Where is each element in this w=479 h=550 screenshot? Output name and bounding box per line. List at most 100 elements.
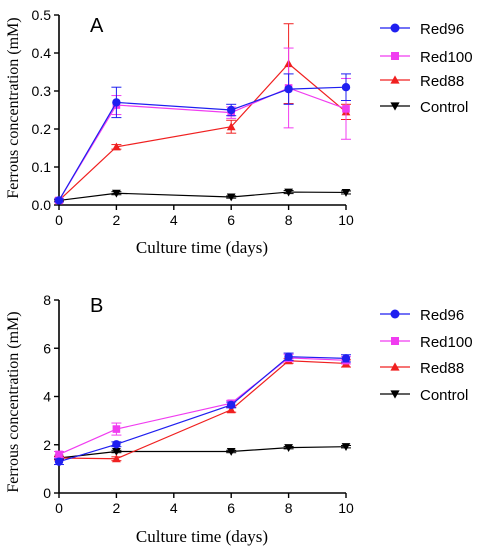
panel-a-control-point xyxy=(226,193,236,202)
panel-b-red88-point xyxy=(112,454,121,463)
legend-control-marker xyxy=(390,102,400,111)
panel-b-x-axis-label: Culture time (days) xyxy=(136,527,268,546)
panel-b-y-tick-label: 4 xyxy=(43,389,51,405)
legend-item-red88: Red88 xyxy=(380,360,464,377)
panel-a-x-tick-label: 2 xyxy=(113,212,121,228)
legend-control-symbol xyxy=(380,102,410,111)
legend-item-red100: Red100 xyxy=(380,49,473,66)
panel-a-y-axis-label: Ferrous concentration (mM) xyxy=(5,17,22,198)
legend-red96-marker xyxy=(390,309,400,319)
panel-a-red96-line xyxy=(58,86,347,201)
panel-a-red88-point xyxy=(226,122,236,131)
panel-b-control-point xyxy=(226,448,236,456)
legend-red96-symbol xyxy=(380,23,410,33)
legend-red88-symbol xyxy=(380,362,410,371)
panel-b-red100-point xyxy=(112,425,121,433)
legend-red88-symbol xyxy=(380,75,410,84)
panel-a-series xyxy=(54,23,351,205)
panel-a-red100-line xyxy=(58,87,347,201)
panel-a-control-point xyxy=(341,188,351,197)
panel-a-series-red96 xyxy=(54,73,351,205)
panel-b-red96-point xyxy=(112,440,121,449)
panel-b-x-tick-label: 0 xyxy=(55,500,63,516)
panel-b-y-tick-label: 6 xyxy=(43,340,51,356)
panel-a-x-tick-label: 4 xyxy=(170,212,178,228)
legend-control-symbol xyxy=(380,390,410,399)
panel-b-red96-point xyxy=(284,352,293,361)
panel-b-control-point xyxy=(284,444,293,453)
panel-b-legend: Red96 Red100 Red88 Control xyxy=(380,307,473,404)
panel-a-y-tick-label: 0.0 xyxy=(32,197,52,213)
legend-red96-label: Red96 xyxy=(420,307,464,324)
panel-b-series-control xyxy=(54,443,351,463)
panel-a-red88-line xyxy=(58,62,347,201)
panel-b-red88-point xyxy=(226,405,236,414)
panel-a-x-tick-label: 6 xyxy=(227,212,235,228)
legend-red100-marker xyxy=(391,337,399,345)
panel-a-control-point xyxy=(112,189,121,198)
panel-b-x-tick-label: 10 xyxy=(338,500,354,516)
panel-a-series-red88 xyxy=(54,23,351,204)
panel-b-series-red96 xyxy=(54,352,351,466)
panel-a-red96-point xyxy=(284,84,293,94)
panel-b-control-point xyxy=(112,448,121,456)
panel-a-y-tick-label: 0.2 xyxy=(32,121,52,137)
panel-b-x-tick-label: 6 xyxy=(227,500,235,516)
legend-red96-symbol xyxy=(380,309,410,319)
panel-b-x-tick-label: 8 xyxy=(285,500,293,516)
panel-a-label: A xyxy=(90,15,104,37)
panel-b-series-red100 xyxy=(54,353,351,459)
panel-a-x-tick-label: 8 xyxy=(285,212,293,228)
panel-b-series xyxy=(54,352,351,466)
panel-b-y-tick-label: 2 xyxy=(43,437,51,453)
legend-red88-marker xyxy=(390,362,400,371)
panel-a-series-red100 xyxy=(54,47,351,205)
panel-b-red100-point xyxy=(55,450,63,459)
legend-item-red100: Red100 xyxy=(380,334,473,351)
legend-item-control: Control xyxy=(380,387,468,404)
panel-a-ticks: 0 2 4 6 8 10 0.0 0.1 0.2 0.3 0.4 0.5 xyxy=(32,7,354,228)
legend-item-red96: Red96 xyxy=(380,21,464,38)
legend-control-label: Control xyxy=(420,387,468,404)
panel-a-red96-point xyxy=(227,105,236,115)
legend-item-control: Control xyxy=(380,99,468,116)
panel-a-red100-point xyxy=(342,105,350,113)
panel-b-red96-point xyxy=(54,457,64,466)
panel-a-x-axis-label: Culture time (days) xyxy=(136,238,268,257)
panel-a-x-tick-label: 10 xyxy=(338,212,354,228)
panel-b-chart: B 0 2 4 6 8 10 0 2 4 6 8 Culture time (days) Ferro… xyxy=(5,292,473,546)
legend-red100-symbol xyxy=(380,52,410,60)
panel-b-red100-line xyxy=(58,357,347,455)
panel-a-y-tick-label: 0.1 xyxy=(32,159,52,175)
legend-red88-label: Red88 xyxy=(420,73,464,90)
panel-a-red96-point xyxy=(112,98,121,107)
panel-b-y-axis-label: Ferrous concentration (mM) xyxy=(5,311,22,492)
panel-b-y-tick-label: 0 xyxy=(43,485,51,501)
legend-control-marker xyxy=(390,390,400,399)
panel-a-y-tick-label: 0.4 xyxy=(32,45,52,61)
legend-red100-symbol xyxy=(380,337,410,345)
panel-b-y-tick-label: 8 xyxy=(43,292,51,308)
panel-a-legend: Red96 Red100 Red88 Control xyxy=(380,21,473,116)
panel-a-control-line xyxy=(58,191,347,202)
legend-item-red88: Red88 xyxy=(380,73,464,90)
panel-b-red96-point xyxy=(227,400,236,410)
legend-control-label: Control xyxy=(420,99,468,116)
legend-red88-marker xyxy=(390,75,400,84)
legend-item-red96: Red96 xyxy=(380,307,464,324)
panel-b-axes xyxy=(58,300,346,494)
panel-a-series-control xyxy=(54,188,351,205)
legend-red88-label: Red88 xyxy=(420,360,464,377)
panel-b-label: B xyxy=(90,295,103,317)
legend-red100-label: Red100 xyxy=(420,49,473,66)
panel-a-red88-point xyxy=(112,142,121,151)
legend-red96-label: Red96 xyxy=(420,21,464,38)
legend-red100-marker xyxy=(391,52,399,60)
panel-a-red96-point xyxy=(54,196,64,205)
panel-b-ticks: 0 2 4 6 8 10 0 2 4 6 8 xyxy=(43,292,354,516)
panel-a-control-point xyxy=(284,188,293,197)
panel-a-axes xyxy=(58,15,346,206)
legend-red100-label: Red100 xyxy=(420,334,473,351)
panel-a-y-tick-label: 0.3 xyxy=(32,83,52,99)
panel-b-x-tick-label: 2 xyxy=(113,500,121,516)
